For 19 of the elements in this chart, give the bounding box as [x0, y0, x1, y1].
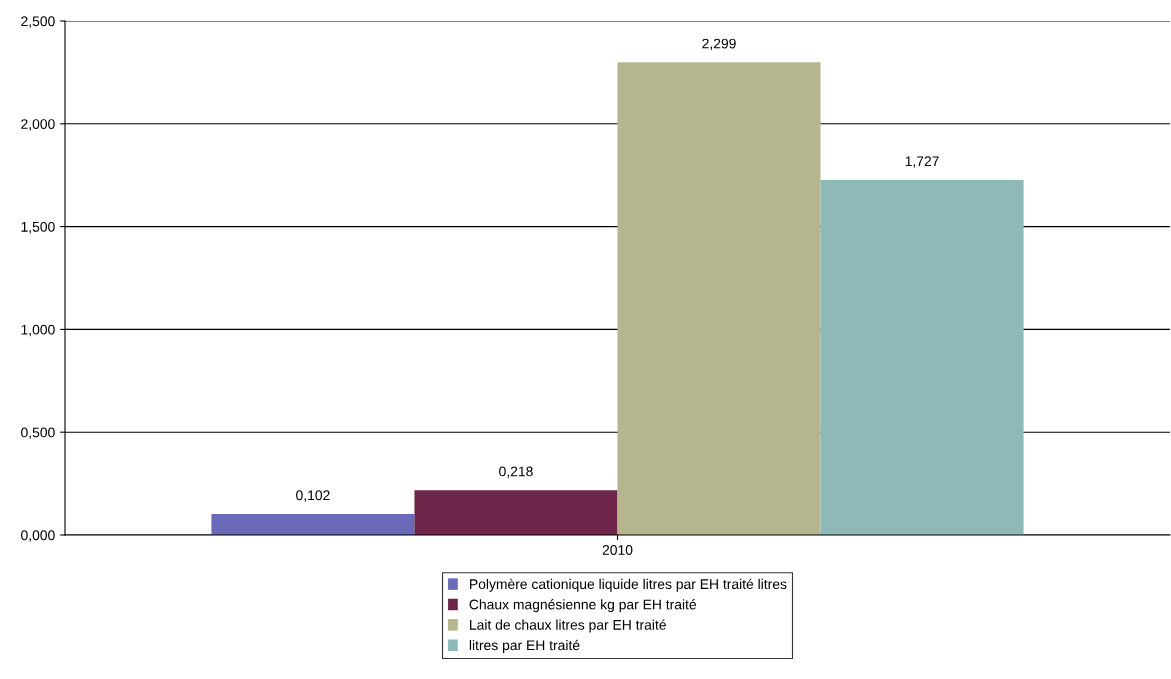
- bar: [617, 62, 821, 535]
- bar: [211, 514, 415, 535]
- y-tick-label: 0,000: [21, 530, 55, 542]
- y-tick-label: 2,000: [21, 119, 55, 131]
- legend-label: litres par EH traité: [469, 639, 580, 653]
- y-tick-label: 1,000: [21, 324, 55, 337]
- data-label: 2,299: [702, 38, 736, 51]
- y-tick-label: 1,500: [21, 221, 55, 234]
- data-label: 0,102: [296, 490, 330, 502]
- data-label: 0,218: [499, 466, 533, 478]
- y-tick-label: 0,500: [21, 427, 55, 440]
- bar: [414, 490, 618, 535]
- x-tick-label: 2010: [602, 545, 633, 555]
- data-label: 1,727: [905, 156, 939, 168]
- bar: [820, 179, 1024, 535]
- legend-label: Polymère cationique liquide litres par EH traité litres: [470, 578, 787, 592]
- y-tick-label: 2,500: [21, 16, 55, 28]
- legend-label: Chaux magnésienne kg par EH traité: [469, 599, 697, 613]
- legend-label: Lait de chaux litres par EH traité: [470, 619, 666, 633]
